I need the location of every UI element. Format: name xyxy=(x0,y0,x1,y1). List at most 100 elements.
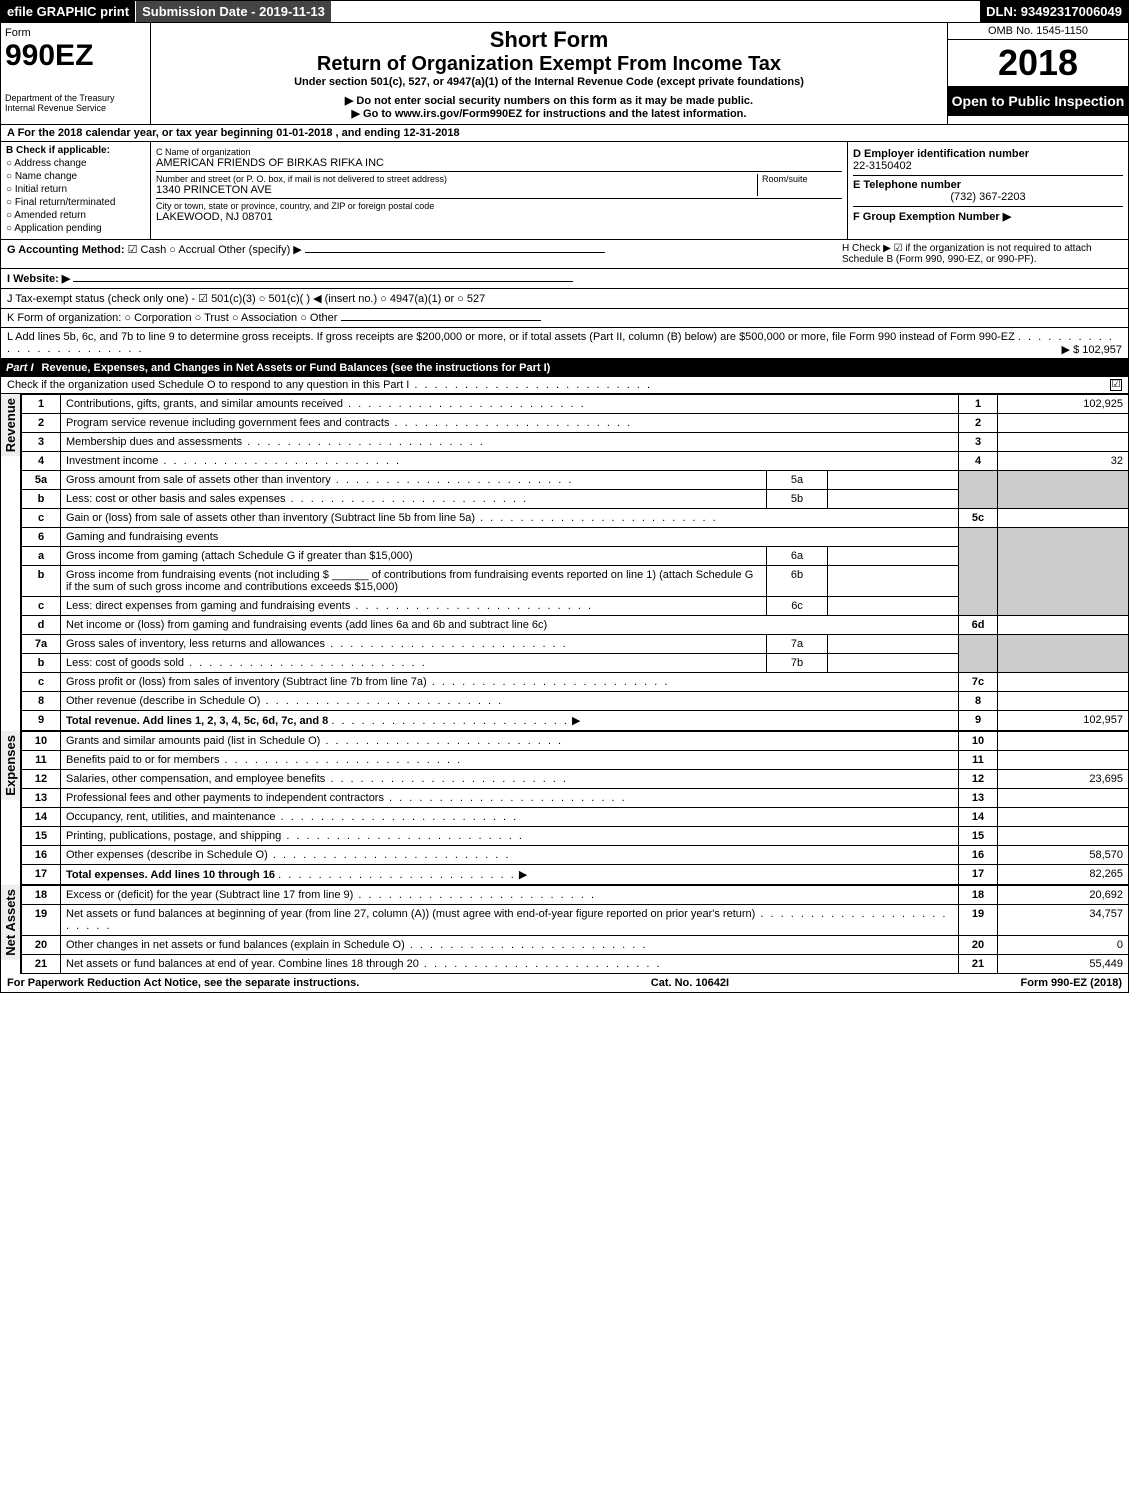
line-19-val: 34,757 xyxy=(998,905,1129,936)
period-a-label: A For the 2018 calendar year, or tax yea… xyxy=(7,127,273,139)
line-13-num: 13 xyxy=(959,789,998,808)
line-14-desc: Occupancy, rent, utilities, and maintena… xyxy=(61,808,959,827)
chk-final-return[interactable]: Final return/terminated xyxy=(6,197,145,208)
website-blank[interactable] xyxy=(73,281,573,282)
g-other-blank[interactable] xyxy=(305,252,605,253)
footer-center: Cat. No. 10642I xyxy=(651,977,729,989)
line-21-desc: Net assets or fund balances at end of ye… xyxy=(61,955,959,974)
line-5a-sub: 5a xyxy=(767,471,828,490)
line-7c-desc: Gross profit or (loss) from sales of inv… xyxy=(61,673,959,692)
line-20-num: 20 xyxy=(959,936,998,955)
line-3-desc: Membership dues and assessments xyxy=(61,433,959,452)
ln-3: 3 xyxy=(22,433,61,452)
subtitle: Under section 501(c), 527, or 4947(a)(1)… xyxy=(155,76,943,88)
omb-number: OMB No. 1545-1150 xyxy=(948,23,1128,40)
h-label: H Check ▶ ☑ if the organization is not r… xyxy=(842,243,1122,265)
g-accrual[interactable]: ○ Accrual xyxy=(169,244,215,256)
revenue-side-label: Revenue xyxy=(1,394,21,731)
part-i-checkbox[interactable]: ☑ xyxy=(1110,379,1122,391)
g-h-row: G Accounting Method: ☑ Cash ○ Accrual Ot… xyxy=(0,240,1129,269)
group-exemption-label: F Group Exemption Number ▶ xyxy=(853,211,1011,223)
street-label: Number and street (or P. O. box, if mail… xyxy=(156,174,757,184)
line-18-num: 18 xyxy=(959,886,998,905)
netassets-side-label: Net Assets xyxy=(1,885,21,974)
chk-address-change[interactable]: Address change xyxy=(6,158,145,169)
line-21-num: 21 xyxy=(959,955,998,974)
g-cash[interactable]: ☑ Cash xyxy=(128,244,167,256)
ln-7a: 7a xyxy=(22,635,61,654)
ln-14: 14 xyxy=(22,808,61,827)
ln-19: 19 xyxy=(22,905,61,936)
line-6a-desc: Gross income from gaming (attach Schedul… xyxy=(61,547,767,566)
chk-amended-return[interactable]: Amended return xyxy=(6,210,145,221)
chk-name-change[interactable]: Name change xyxy=(6,171,145,182)
line-14-val xyxy=(998,808,1129,827)
line-5c-val xyxy=(998,509,1129,528)
ln-21: 21 xyxy=(22,955,61,974)
main-title: Return of Organization Exempt From Incom… xyxy=(155,53,943,76)
line-6a-subval xyxy=(828,547,959,566)
footer-right: Form 990-EZ (2018) xyxy=(1021,977,1122,989)
chk-initial-return[interactable]: Initial return xyxy=(6,184,145,195)
expenses-table: 10Grants and similar amounts paid (list … xyxy=(21,731,1129,885)
k-row: K Form of organization: ○ Corporation ○ … xyxy=(0,309,1129,328)
line-6b-desc: Gross income from fundraising events (no… xyxy=(61,566,767,597)
chk-application-pending[interactable]: Application pending xyxy=(6,223,145,234)
line-6d-desc: Net income or (loss) from gaming and fun… xyxy=(61,616,959,635)
line-7a-sub: 7a xyxy=(767,635,828,654)
part-i-header: Part I Revenue, Expenses, and Changes in… xyxy=(0,359,1129,377)
period-end: 12-31-2018 xyxy=(403,127,459,139)
irs-label: Internal Revenue Service xyxy=(5,103,146,113)
goto-link[interactable]: ▶ Go to www.irs.gov/Form990EZ for instru… xyxy=(155,107,943,120)
title-cell: Short Form Return of Organization Exempt… xyxy=(151,23,948,124)
tax-year: 2018 xyxy=(948,40,1128,86)
line-20-val: 0 xyxy=(998,936,1129,955)
form-word: Form xyxy=(5,27,146,39)
line-3-val xyxy=(998,433,1129,452)
period-and-ending: , and ending xyxy=(336,127,401,139)
short-form-title: Short Form xyxy=(155,27,943,53)
shade-5 xyxy=(959,471,998,509)
line-17-arrow: ▶ xyxy=(519,869,527,881)
k-other-blank[interactable] xyxy=(341,320,541,321)
line-15-num: 15 xyxy=(959,827,998,846)
org-name: AMERICAN FRIENDS OF BIRKAS RIFKA INC xyxy=(156,157,842,169)
j-label: J Tax-exempt status (check only one) - ☑… xyxy=(7,293,485,305)
shade-7-val xyxy=(998,635,1129,673)
org-name-label: C Name of organization xyxy=(156,147,842,157)
ln-18: 18 xyxy=(22,886,61,905)
line-8-val xyxy=(998,692,1129,711)
line-7a-desc: Gross sales of inventory, less returns a… xyxy=(61,635,767,654)
expenses-label-text: Expenses xyxy=(1,731,20,800)
tel-label: E Telephone number xyxy=(853,179,961,191)
city-label: City or town, state or province, country… xyxy=(156,201,842,211)
revenue-label-text: Revenue xyxy=(1,394,20,456)
right-header-cell: OMB No. 1545-1150 2018 Open to Public In… xyxy=(948,23,1128,124)
line-12-num: 12 xyxy=(959,770,998,789)
period-row: A For the 2018 calendar year, or tax yea… xyxy=(0,125,1129,142)
l-amount: ▶ $ 102,957 xyxy=(1062,343,1122,356)
ln-9: 9 xyxy=(22,711,61,731)
part-i-check-text: Check if the organization used Schedule … xyxy=(7,379,1110,391)
line-1-desc: Contributions, gifts, grants, and simila… xyxy=(61,395,959,414)
open-public-inspection: Open to Public Inspection xyxy=(948,86,1128,116)
line-7b-desc: Less: cost of goods sold xyxy=(61,654,767,673)
netassets-section: Net Assets 18Excess or (deficit) for the… xyxy=(0,885,1129,974)
netassets-label-text: Net Assets xyxy=(1,885,20,960)
expenses-section: Expenses 10Grants and similar amounts pa… xyxy=(0,731,1129,885)
dept-treasury: Department of the Treasury xyxy=(5,93,146,103)
g-other[interactable]: Other (specify) ▶ xyxy=(218,244,302,256)
ssn-warning: ▶ Do not enter social security numbers o… xyxy=(155,94,943,107)
efile-print-button[interactable]: efile GRAPHIC print xyxy=(1,1,135,22)
ln-8: 8 xyxy=(22,692,61,711)
line-10-val xyxy=(998,732,1129,751)
line-7b-subval xyxy=(828,654,959,673)
line-2-num: 2 xyxy=(959,414,998,433)
line-6c-desc: Less: direct expenses from gaming and fu… xyxy=(61,597,767,616)
line-6c-sub: 6c xyxy=(767,597,828,616)
line-9-desc: Total revenue. Add lines 1, 2, 3, 4, 5c,… xyxy=(61,711,959,731)
ln-2: 2 xyxy=(22,414,61,433)
line-5c-desc: Gain or (loss) from sale of assets other… xyxy=(61,509,959,528)
line-8-desc: Other revenue (describe in Schedule O) xyxy=(61,692,959,711)
shade-7 xyxy=(959,635,998,673)
